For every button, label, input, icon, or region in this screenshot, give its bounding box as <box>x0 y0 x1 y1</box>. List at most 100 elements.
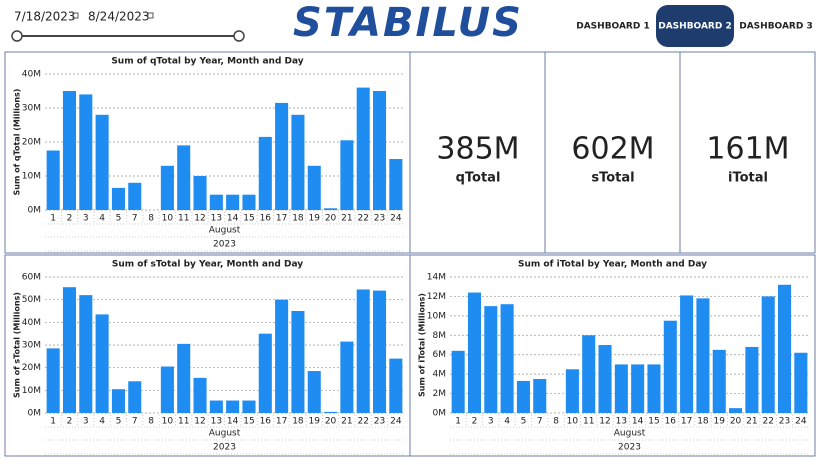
y-axis-label: Sum of sTotal (Millions) <box>13 292 22 398</box>
y-tick-label: 10M <box>22 172 41 182</box>
x-tick-label: 16 <box>260 417 272 427</box>
bar <box>389 358 403 413</box>
bar <box>209 194 223 210</box>
bar <box>258 333 272 413</box>
x-tick-label: 20 <box>325 417 337 427</box>
panel <box>679 51 816 254</box>
x-tick-label: 23 <box>779 417 790 427</box>
bar <box>356 289 370 413</box>
calendar-icon[interactable] <box>72 12 79 19</box>
x-tick-label: 2 <box>67 417 73 427</box>
calendar-icon[interactable] <box>147 12 154 19</box>
x-tick-label: 2 <box>472 417 478 427</box>
x-tick-label: 11 <box>178 417 189 427</box>
x-tick-label: 13 <box>211 417 222 427</box>
slider-handle[interactable] <box>233 30 245 42</box>
bar <box>582 335 596 413</box>
x-axis-label: August <box>614 429 646 439</box>
x-tick-label: 10 <box>162 214 174 224</box>
bar <box>111 187 125 210</box>
bar <box>372 91 387 210</box>
x-tick-label: 15 <box>243 214 254 224</box>
x-tick-label: 14 <box>632 417 644 427</box>
x-tick-label: 18 <box>292 214 304 224</box>
x-tick-label: 15 <box>648 417 659 427</box>
panel <box>409 254 816 457</box>
x-tick-label: 3 <box>83 417 89 427</box>
y-tick-label: 0M <box>28 206 42 216</box>
bar <box>242 194 256 210</box>
bar <box>79 94 93 210</box>
chart-title: Sum of qTotal by Year, Month and Day <box>111 57 303 67</box>
x-tick-label: 7 <box>132 214 138 224</box>
bar <box>516 380 530 413</box>
x-tick-label: 19 <box>714 417 726 427</box>
bar <box>324 411 338 413</box>
x-tick-label: 23 <box>374 214 385 224</box>
y-tick-label: 0M <box>28 409 42 419</box>
x-tick-label: 16 <box>260 214 272 224</box>
bar <box>62 287 77 413</box>
bar <box>340 341 354 413</box>
x-group-label: 2023 <box>213 240 236 250</box>
bar <box>193 176 207 210</box>
x-tick-label: 1 <box>50 214 56 224</box>
kpi-value: 602M <box>571 132 654 167</box>
x-tick-label: 18 <box>697 417 709 427</box>
y-tick-label: 60M <box>22 273 41 283</box>
bar <box>356 87 370 210</box>
x-tick-label: 19 <box>309 417 321 427</box>
bar <box>614 364 628 413</box>
x-tick-label: 14 <box>227 417 239 427</box>
bar <box>209 400 223 413</box>
x-tick-label: 15 <box>243 417 254 427</box>
x-tick-label: 7 <box>132 417 138 427</box>
x-tick-label: 2 <box>67 214 73 224</box>
x-tick-label: 12 <box>194 214 205 224</box>
kpi-label: qTotal <box>456 171 501 186</box>
nav-active-bg <box>656 5 734 47</box>
y-tick-label: 4M <box>433 370 447 380</box>
bar <box>291 114 305 210</box>
x-tick-label: 5 <box>521 417 527 427</box>
x-tick-label: 19 <box>309 214 321 224</box>
x-tick-label: 4 <box>99 417 105 427</box>
kpi-label: sTotal <box>591 171 634 186</box>
x-tick-label: 4 <box>99 214 105 224</box>
y-tick-label: 10M <box>427 311 446 321</box>
x-tick-label: 17 <box>276 417 287 427</box>
bar <box>794 352 808 413</box>
x-tick-label: 8 <box>148 214 154 224</box>
x-tick-label: 21 <box>746 417 757 427</box>
nav-button[interactable]: DASHBOARD 1 <box>576 22 649 32</box>
bar <box>307 165 321 210</box>
x-tick-label: 21 <box>341 214 352 224</box>
kpi-value: 385M <box>436 132 519 167</box>
bar <box>647 364 661 413</box>
date-end[interactable]: 8/24/2023 <box>88 10 150 24</box>
y-tick-label: 30M <box>22 341 41 351</box>
bar <box>160 366 174 413</box>
nav-button[interactable]: DASHBOARD 2 <box>658 22 731 32</box>
bar <box>226 400 240 413</box>
y-tick-label: 40M <box>22 70 41 80</box>
x-tick-label: 17 <box>681 417 692 427</box>
x-tick-label: 4 <box>504 417 510 427</box>
date-start[interactable]: 7/18/2023 <box>14 10 76 24</box>
y-axis-label: Sum of iTotal (Millions) <box>418 293 427 397</box>
x-tick-label: 3 <box>488 417 494 427</box>
bar <box>95 314 109 413</box>
x-tick-label: 12 <box>194 417 205 427</box>
x-tick-label: 1 <box>50 417 56 427</box>
nav-button[interactable]: DASHBOARD 3 <box>739 22 812 32</box>
slider-handle[interactable] <box>11 30 23 42</box>
x-tick-label: 17 <box>276 214 287 224</box>
y-tick-label: 0M <box>433 409 447 419</box>
x-axis-label: August <box>209 226 241 236</box>
y-tick-label: 12M <box>427 292 446 302</box>
bar <box>275 102 289 210</box>
x-tick-label: 22 <box>762 417 773 427</box>
y-tick-label: 40M <box>22 318 41 328</box>
bar <box>324 208 338 210</box>
bar <box>79 295 93 413</box>
